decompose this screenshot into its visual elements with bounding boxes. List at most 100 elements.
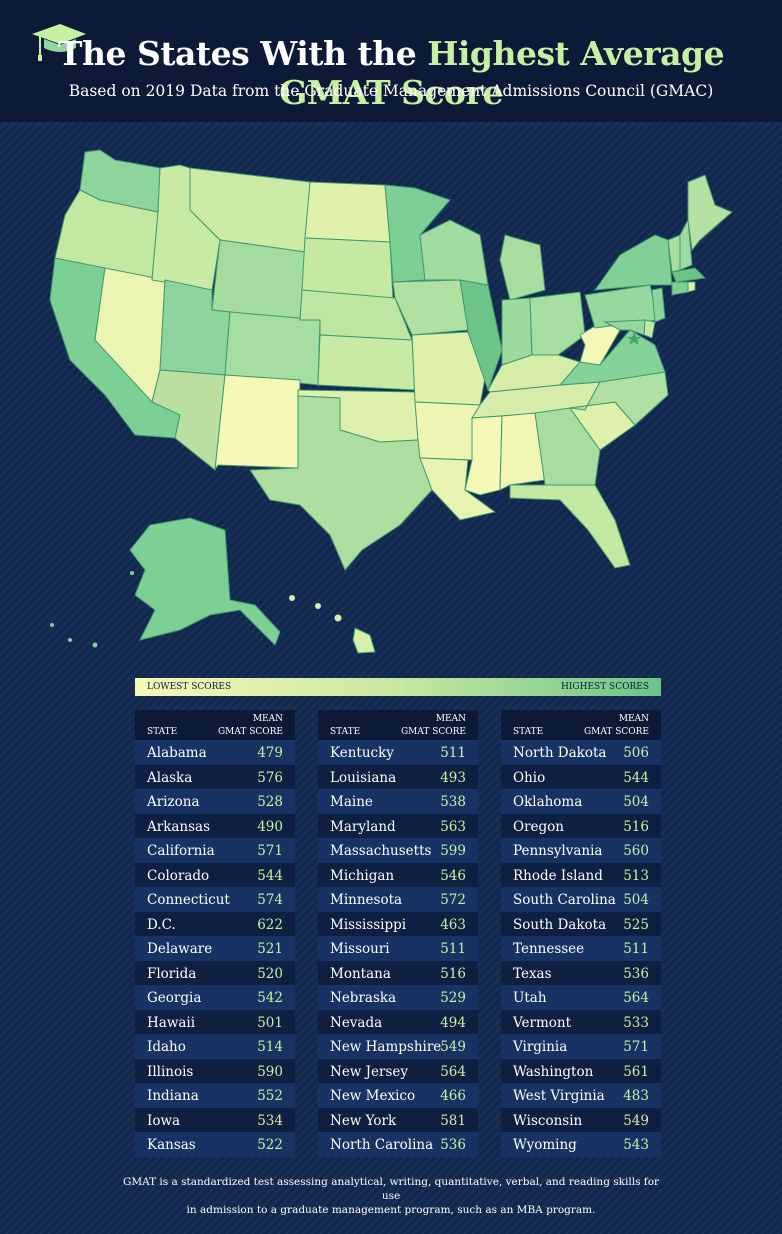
table-row: Oklahoma 504 xyxy=(501,789,661,814)
state-name: Hawaii xyxy=(147,1014,196,1031)
gmat-score: 534 xyxy=(257,1112,283,1129)
table-row: Alabama 479 xyxy=(135,740,295,765)
state-name: Connecticut xyxy=(147,892,230,908)
gmat-score: 622 xyxy=(257,916,283,933)
dc-star-icon xyxy=(627,332,641,345)
table-row: New Mexico 466 xyxy=(318,1083,478,1108)
gmat-score: 501 xyxy=(257,1014,283,1031)
table-row: Idaho 514 xyxy=(135,1034,295,1059)
table-row: Michigan 546 xyxy=(318,862,478,887)
gmat-score: 511 xyxy=(440,941,466,957)
state-name: Tennessee xyxy=(513,941,585,957)
table-row: Delaware 521 xyxy=(135,936,295,961)
state-name: Missouri xyxy=(330,941,390,957)
state-name: Utah xyxy=(513,990,547,1006)
gmat-score: 546 xyxy=(440,867,466,884)
gmat-score: 561 xyxy=(623,1063,649,1080)
state-header: STATE xyxy=(330,727,361,737)
gmat-score: 549 xyxy=(440,1039,466,1055)
state-name: Oklahoma xyxy=(513,794,583,810)
state-alaska xyxy=(129,517,281,646)
score-header-line-1: MEAN xyxy=(252,714,283,724)
state-name: Alabama xyxy=(147,745,207,761)
table-row: Wisconsin 549 xyxy=(501,1107,661,1132)
state-name: Nevada xyxy=(330,1014,383,1031)
state-name: Maine xyxy=(330,794,373,810)
state-name: New Jersey xyxy=(330,1063,409,1080)
state-name: California xyxy=(147,843,215,859)
state-name: Georgia xyxy=(147,990,202,1006)
state-connecticut xyxy=(671,281,689,296)
state-name: Michigan xyxy=(330,867,395,884)
table-row: New York 581 xyxy=(318,1107,478,1132)
state-name: Washington xyxy=(513,1063,594,1080)
state-name: Maryland xyxy=(330,818,396,835)
state-name: New York xyxy=(330,1112,397,1129)
table-row: Massachusetts 599 xyxy=(318,838,478,863)
table-row: Illinois 590 xyxy=(135,1058,295,1083)
state-missouri xyxy=(411,331,486,406)
state-wisconsin xyxy=(419,219,489,286)
gmat-score: 516 xyxy=(623,818,649,835)
alaska-island xyxy=(68,638,72,642)
state-arkansas xyxy=(414,401,481,461)
table-row: Pennsylvania 560 xyxy=(501,838,661,863)
score-header: MEAN GMAT SCORE xyxy=(401,713,466,739)
gmat-score: 533 xyxy=(623,1014,649,1031)
state-indiana xyxy=(501,297,533,366)
hawaii-island xyxy=(289,595,295,601)
page-subtitle: Based on 2019 Data from the Graduate Man… xyxy=(68,82,714,100)
legend-high-label: HIGHEST SCORES xyxy=(561,682,649,692)
state-name: Wisconsin xyxy=(513,1112,583,1129)
table-row: Ohio 544 xyxy=(501,764,661,789)
table-row: D.C. 622 xyxy=(135,911,295,936)
table-row: Kansas 522 xyxy=(135,1132,295,1157)
score-header-line-1: MEAN xyxy=(618,714,649,724)
table-row: Utah 564 xyxy=(501,985,661,1010)
state-name: Delaware xyxy=(147,941,213,957)
state-new-york xyxy=(593,234,673,291)
table-row: Connecticut 574 xyxy=(135,887,295,912)
table-row: New Jersey 564 xyxy=(318,1058,478,1083)
table-row: California 571 xyxy=(135,838,295,863)
state-name: Nebraska xyxy=(330,990,397,1006)
state-name: D.C. xyxy=(147,916,176,933)
state-texas xyxy=(249,395,433,571)
scores-column-2: STATE MEAN GMAT SCORE Kentucky 511 Louisiana 4… xyxy=(318,710,478,1157)
table-row: Kentucky 511 xyxy=(318,740,478,765)
state-name: Virginia xyxy=(513,1039,568,1055)
us-choropleth-map xyxy=(49,149,733,654)
state-name: Alaska xyxy=(147,769,193,786)
state-name: Vermont xyxy=(513,1014,572,1031)
gmat-score: 520 xyxy=(257,965,283,982)
table-row: Tennessee 511 xyxy=(501,936,661,961)
gmat-score: 511 xyxy=(440,745,466,761)
state-name: Indiana xyxy=(147,1088,199,1104)
gmat-score: 483 xyxy=(623,1088,649,1104)
state-michigan xyxy=(499,234,546,301)
state-maryland xyxy=(603,319,646,336)
footnote-line-2: in admission to a graduate management pr… xyxy=(186,1204,596,1216)
state-rhode-island xyxy=(687,281,696,293)
gmat-score: 513 xyxy=(623,867,649,884)
state-louisiana xyxy=(419,457,497,521)
state-maine xyxy=(687,174,733,252)
gmat-score: 504 xyxy=(623,892,649,908)
table-row: Georgia 542 xyxy=(135,985,295,1010)
scores-column-1: STATE MEAN GMAT SCORE Alabama 479 Alaska 576 Ar… xyxy=(135,710,295,1157)
alaska-island xyxy=(130,571,134,575)
table-row: Maine 538 xyxy=(318,789,478,814)
state-name: South Carolina xyxy=(513,892,616,908)
table-row: Nevada 494 xyxy=(318,1009,478,1034)
table-row: Louisiana 493 xyxy=(318,764,478,789)
state-name: Arizona xyxy=(147,794,200,810)
gmat-score: 574 xyxy=(257,892,283,908)
state-name: Arkansas xyxy=(147,818,211,835)
column-header: STATE MEAN GMAT SCORE xyxy=(318,710,478,740)
state-alabama xyxy=(499,412,546,491)
header-banner: The States With the Highest Average GMAT… xyxy=(0,0,782,122)
rows: Kentucky 511 Louisiana 493 Maine 538 Maryland 5… xyxy=(318,740,478,1157)
alaska-island xyxy=(92,642,98,648)
state-name: New Mexico xyxy=(330,1088,416,1104)
gmat-score: 479 xyxy=(257,745,283,761)
